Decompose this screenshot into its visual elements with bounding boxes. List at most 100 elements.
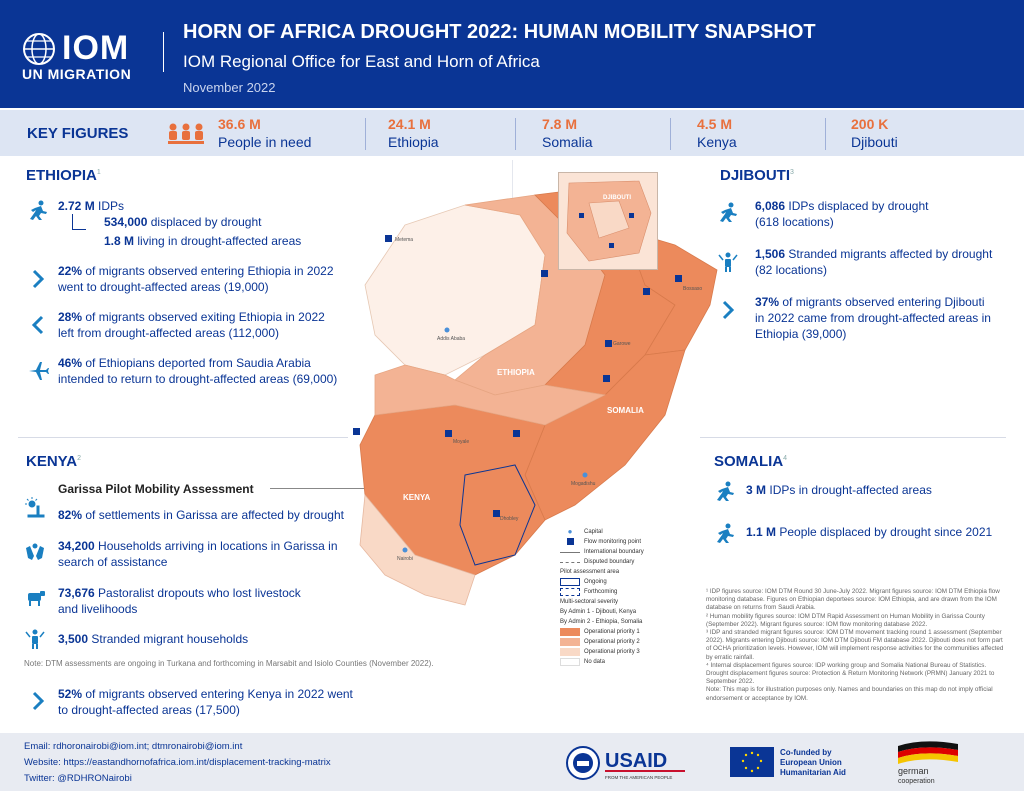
footer: Email: rdhoronairobi@iom.int; dtmronairo… bbox=[0, 733, 1024, 791]
map-legend: ● Capital Flow monitoring point Internati… bbox=[560, 527, 665, 667]
section-divider bbox=[700, 437, 1006, 438]
map-label-metema: Metema bbox=[395, 237, 413, 243]
legend-by1: By Admin 1 - Djibouti, Kenya bbox=[560, 609, 637, 615]
kf-value: 36.6 M bbox=[218, 116, 261, 132]
drought-map[interactable]: ETHIOPIA SOMALIA KENYA Addis Ababa Nairo… bbox=[345, 175, 725, 735]
kf-separator bbox=[365, 118, 366, 150]
idp-running-icon bbox=[27, 199, 49, 221]
usaid-seal-icon: USAID FROM THE AMERICAN PEOPLE bbox=[566, 746, 685, 780]
svg-text:Humanitarian Aid: Humanitarian Aid bbox=[780, 768, 846, 777]
ethiopia-fact-1: 22% of migrants observed entering Ethiop… bbox=[58, 264, 334, 294]
djibouti-inset-map[interactable]: DJIBOUTI bbox=[558, 172, 658, 270]
forthcoming-swatch bbox=[560, 588, 580, 596]
svg-text:cooperation: cooperation bbox=[898, 778, 935, 785]
djibouti-fact-1: 6,086 IDPs displaced by drought (618 loca… bbox=[755, 199, 929, 229]
fmp-marker bbox=[643, 288, 650, 295]
kenya-section-title: KENYA2 bbox=[26, 453, 82, 470]
ethiopia-section-title: ETHIOPIA1 bbox=[26, 167, 101, 184]
capital-nairobi bbox=[402, 547, 408, 553]
svg-text:USAID: USAID bbox=[605, 750, 667, 772]
usaid-logo: USAID FROM THE AMERICAN PEOPLE bbox=[565, 743, 695, 783]
stranded-migrant-icon bbox=[717, 251, 739, 273]
ongoing-swatch bbox=[560, 578, 580, 586]
capital-legend-icon: ● bbox=[567, 527, 573, 536]
contact-email[interactable]: Email: rdhoronairobi@iom.int; dtmronairo… bbox=[24, 741, 243, 752]
footnote: ² Human mobility figures source: IOM DTM… bbox=[706, 612, 985, 628]
fmp-marker bbox=[579, 213, 584, 218]
fmp-marker bbox=[445, 430, 452, 437]
map-label-ethiopia: ETHIOPIA bbox=[497, 368, 535, 377]
ethiopia-idps: 2.72 M IDPs bbox=[58, 199, 125, 213]
footnote: Note: This map is for illustration purpo… bbox=[706, 686, 993, 702]
svg-text:Co-funded by: Co-funded by bbox=[780, 748, 832, 757]
kf-name: Somalia bbox=[542, 134, 593, 150]
legend-pilot: Pilot assessment area bbox=[560, 569, 620, 575]
contact-website[interactable]: Website: https://eastandhornofafrica.iom… bbox=[24, 757, 331, 768]
legend-p1: Operational priority 1 bbox=[584, 629, 640, 635]
ethiopia-fact-2: 28% of migrants observed exiting Ethiopi… bbox=[58, 310, 325, 340]
legend-fmp: Flow monitoring point bbox=[584, 539, 642, 545]
logo-subtext: UN MIGRATION bbox=[22, 66, 132, 82]
idp-running-icon bbox=[714, 480, 736, 502]
map-label-bossaso: Bossaso bbox=[683, 286, 702, 292]
garissa-pilot-area bbox=[459, 464, 536, 566]
footnote: ⁴ Internal displacement figures source: … bbox=[706, 661, 995, 686]
logo-text: IOM bbox=[62, 29, 130, 67]
disputed-boundary-swatch bbox=[560, 561, 580, 563]
fmp-marker bbox=[385, 235, 392, 242]
legend-ongoing: Ongoing bbox=[584, 579, 607, 585]
legend-capital: Capital bbox=[584, 529, 603, 535]
kf-value: 4.5 M bbox=[697, 116, 733, 132]
djibouti-fact-3: 37% of migrants observed entering Djibou… bbox=[755, 295, 991, 341]
fmp-marker bbox=[493, 510, 500, 517]
people-in-need-icon bbox=[168, 123, 204, 144]
tree-connector bbox=[72, 214, 86, 230]
kenya-fact-4: 3,500 Stranded migrant households bbox=[58, 632, 249, 646]
kf-value: 24.1 M bbox=[388, 116, 431, 132]
svg-text:german: german bbox=[898, 766, 929, 776]
fmp-marker bbox=[353, 428, 360, 435]
map-label-moyale: Moyale bbox=[453, 439, 469, 445]
fmp-marker bbox=[629, 213, 634, 218]
map-label-addis: Addis Ababa bbox=[437, 336, 465, 342]
map-label-somalia: SOMALIA bbox=[607, 406, 644, 415]
hands-assistance-icon bbox=[24, 540, 46, 562]
kf-somalia: 7.8 M Somalia bbox=[542, 116, 593, 151]
iom-logo[interactable]: IOM UN MIGRATION bbox=[22, 28, 172, 84]
chevron-right-icon bbox=[27, 690, 49, 712]
inset-region bbox=[588, 200, 630, 239]
kf-name: Ethiopia bbox=[388, 134, 439, 150]
priority-1-swatch bbox=[560, 628, 580, 636]
footnote: ¹ IDP figures source: IOM DTM Round 30 J… bbox=[706, 588, 1000, 612]
capital-addis bbox=[444, 327, 450, 333]
ethiopia-south-region bbox=[374, 364, 607, 426]
chevron-right-icon bbox=[717, 299, 739, 321]
header: IOM UN MIGRATION HORN OF AFRICA DROUGHT … bbox=[0, 0, 1024, 108]
kf-ethiopia: 24.1 M Ethiopia bbox=[388, 116, 439, 151]
kf-separator bbox=[515, 118, 516, 150]
legend-disputed: Disputed boundary bbox=[584, 559, 635, 565]
legend-by2: By Admin 2 - Ethiopia, Somalia bbox=[560, 619, 643, 625]
kf-djibouti: 200 K Djibouti bbox=[851, 116, 898, 151]
ethiopia-living: 1.8 M living in drought-affected areas bbox=[104, 234, 302, 248]
page-subtitle: IOM Regional Office for East and Horn of… bbox=[183, 52, 540, 71]
ethiopia-displaced: 534,000 displaced by drought bbox=[104, 215, 262, 229]
kenya-south-region bbox=[359, 494, 476, 606]
kf-separator bbox=[825, 118, 826, 150]
kf-value: 200 K bbox=[851, 116, 889, 132]
contact-twitter[interactable]: Twitter: @RDHRONairobi bbox=[24, 773, 132, 784]
eu-flag-icon: Co-funded by European Union Humanitarian… bbox=[730, 747, 846, 777]
callout-line bbox=[270, 488, 400, 489]
chevron-left-icon bbox=[27, 314, 49, 336]
garissa-assessment-title: Garissa Pilot Mobility Assessment bbox=[58, 482, 254, 496]
footnote: ³ IDP and stranded migrant figures sourc… bbox=[706, 629, 1004, 661]
chevron-right-icon bbox=[27, 268, 49, 290]
fmp-marker bbox=[541, 270, 548, 277]
map-label-dhobley: Dhobley bbox=[500, 516, 519, 522]
legend-intl: International boundary bbox=[584, 549, 644, 555]
ethiopia-fact-3: 46% of Ethiopians deported from Saudia A… bbox=[58, 356, 338, 386]
kf-separator bbox=[670, 118, 671, 150]
kf-value: 7.8 M bbox=[542, 116, 578, 132]
map-label-nairobi: Nairobi bbox=[397, 556, 413, 562]
fmp-legend-icon bbox=[560, 538, 580, 546]
